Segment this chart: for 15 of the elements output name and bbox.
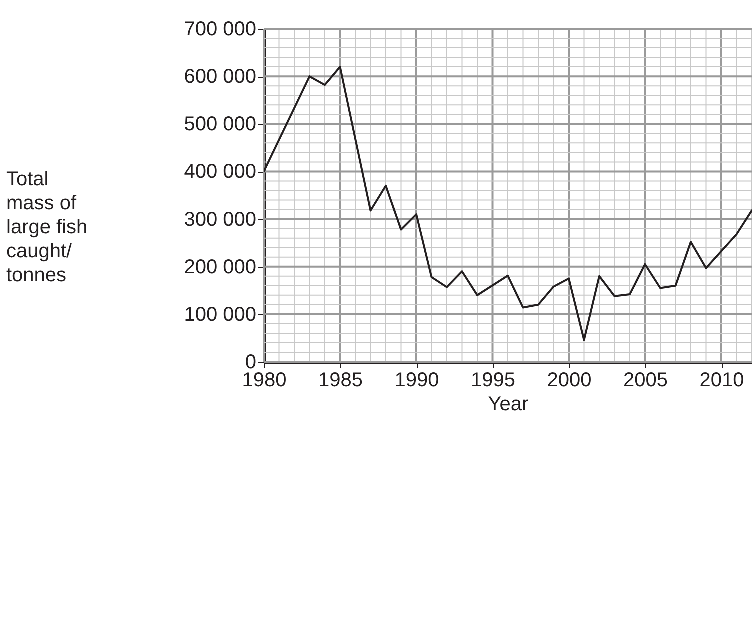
y-tick-label: 300 000 [184, 208, 256, 231]
x-tick-label: 1995 [471, 370, 516, 392]
y-axis-title: Total mass of large fish caught/ tonnes [6, 168, 88, 286]
x-tick-label: 2005 [624, 370, 668, 392]
x-axis-title: Year [488, 394, 530, 416]
y-tick-label: 600 000 [184, 66, 256, 88]
x-tick-label: 1990 [394, 370, 440, 392]
y-tick-label: 700 000 [184, 18, 256, 40]
x-tick-label: 1985 [318, 370, 363, 392]
x-tick-label: 2010 [700, 370, 744, 392]
y-tick-label: 100 000 [184, 304, 256, 326]
y-tick-label: 400 000 [184, 161, 256, 184]
x-tick-label: 2000 [547, 370, 592, 392]
y-tick-label: 200 000 [184, 256, 256, 278]
y-tick-label: 500 000 [184, 114, 256, 136]
